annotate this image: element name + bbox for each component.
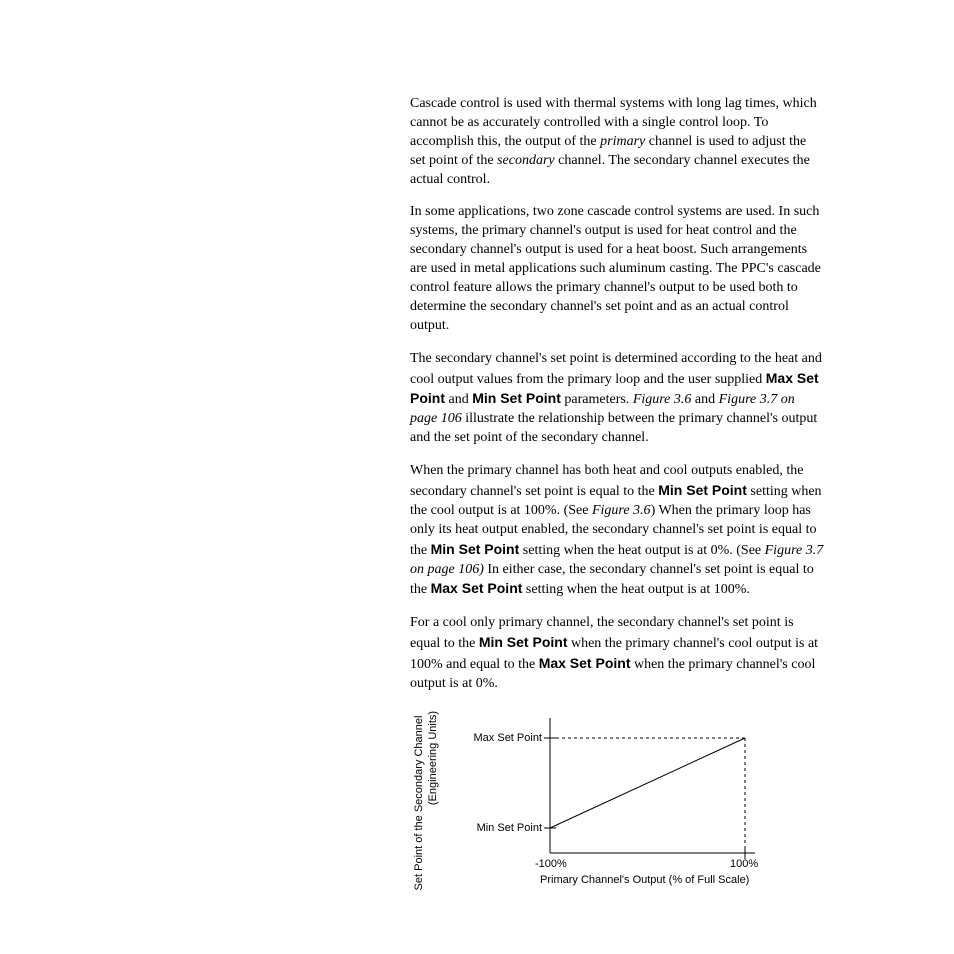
text: parameters. [561,392,633,407]
text-bold: Max Set Point [431,580,523,596]
paragraph-2: In some applications, two zone cascade c… [410,203,824,335]
text: In some applications, two zone cascade c… [410,204,821,332]
y-tick-label-min: Min Set Point [470,822,542,834]
text-bold: Max Set Point [539,655,631,671]
text-italic: secondary [497,153,555,168]
paragraph-3: The secondary channel's set point is det… [410,350,824,448]
y-tick-label-max: Max Set Point [470,732,542,744]
x-axis-label: Primary Channel's Output (% of Full Scal… [540,874,749,886]
text: setting when the heat output is at 100%. [522,582,749,597]
text: and [445,392,472,407]
data-line [550,738,745,828]
paragraph-5: For a cool only primary channel, the sec… [410,614,824,694]
text: and [691,392,718,407]
text-italic: Figure 3.6 [633,392,692,407]
page-content: Cascade control is used with thermal sys… [0,0,954,948]
x-tick-label-left: -100% [535,858,567,870]
text-bold: Min Set Point [431,541,520,557]
text-bold: Min Set Point [472,390,561,406]
text-bold: Min Set Point [658,482,747,498]
text: setting when the heat output is at 0%. (… [519,543,764,558]
paragraph-4: When the primary channel has both heat a… [410,462,824,600]
paragraph-1: Cascade control is used with thermal sys… [410,95,824,189]
y-axis-label-line1: Set Point of the Secondary Channel [413,703,425,903]
text: illustrate the relationship between the … [410,411,817,445]
text-italic: Figure 3.6 [592,503,651,518]
y-axis-label-line2: (Engineering Units) [427,658,439,858]
text: The secondary channel's set point is det… [410,351,822,387]
text-bold: Min Set Point [479,634,568,650]
text-italic: primary [600,134,645,149]
figure-3-6: Set Point of the Secondary Channel (Engi… [410,708,810,918]
x-tick-label-right: 100% [730,858,758,870]
